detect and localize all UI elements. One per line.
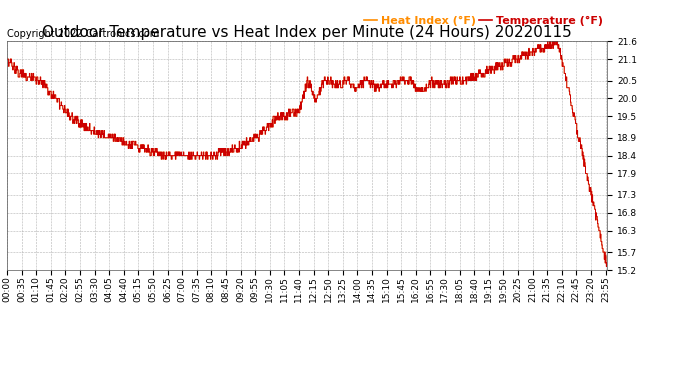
Text: Copyright 2022 Cartronics.com: Copyright 2022 Cartronics.com xyxy=(7,29,159,39)
Title: Outdoor Temperature vs Heat Index per Minute (24 Hours) 20220115: Outdoor Temperature vs Heat Index per Mi… xyxy=(42,25,572,40)
Legend: Heat Index (°F), Temperature (°F): Heat Index (°F), Temperature (°F) xyxy=(359,12,607,30)
